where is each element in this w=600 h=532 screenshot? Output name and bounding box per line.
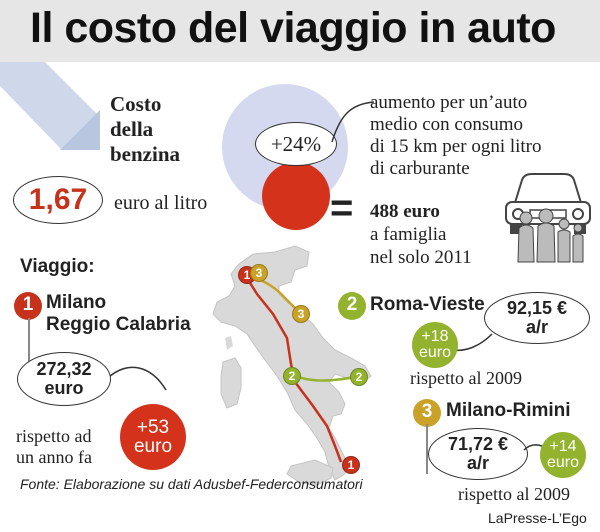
- increase-desc-line: di carburante: [370, 158, 470, 179]
- trip2-route: Roma-Vieste: [370, 294, 485, 315]
- increase-desc-line: medio con consumo: [370, 114, 524, 135]
- pin-reggio-calabria: 1: [342, 456, 360, 474]
- increase-amount-line: a famiglia: [370, 224, 447, 245]
- increase-amount-value: 488 euro: [370, 201, 440, 222]
- source-note: Fonte: Elaborazione su dati Adusbef-Fede…: [20, 476, 363, 492]
- equals-sign: =: [330, 186, 354, 230]
- trip3-compare: rispetto al 2009: [458, 484, 570, 504]
- trip3-cost-value: 71,72 €: [447, 434, 509, 454]
- increase-description: aumento per un’auto medio con consumo di…: [370, 92, 542, 180]
- trip2-cost-unit: a/r: [525, 317, 549, 337]
- trip1-cost-value: 272,32: [36, 359, 92, 379]
- fuel-heading-line: Costo: [110, 92, 162, 116]
- trip3-pin-stick: [426, 424, 428, 474]
- increase-percent: +24%: [270, 131, 322, 156]
- page-title: Il costo del viaggio in auto: [30, 4, 556, 52]
- trip2-delta-unit: euro: [418, 344, 452, 361]
- trip2-badge: 2: [338, 292, 366, 320]
- fuel-heading: Costo della benzina: [110, 92, 180, 167]
- trip1-cost-oval: 272,32 euro: [17, 352, 111, 406]
- fuel-heading-line: benzina: [110, 142, 181, 166]
- trip3-delta-bubble: +14 euro: [540, 432, 586, 478]
- italy-map: [212, 245, 372, 487]
- trip1-delta-unit: euro: [133, 436, 173, 457]
- trip3-connector: [523, 444, 543, 451]
- fuel-price-unit: euro al litro: [114, 192, 208, 214]
- trip1-to: Reggio Calabria: [46, 314, 191, 335]
- increase-oval: +24%: [255, 122, 337, 166]
- trip2-cost-oval: 92,15 € a/r: [484, 292, 590, 344]
- pin-vieste: 2: [350, 368, 368, 386]
- trip1-badge: 1: [14, 292, 42, 320]
- trip2-cost-value: 92,15 €: [506, 298, 568, 318]
- trip1-connector: [109, 366, 167, 391]
- trip1-compare-line: rispetto ad: [16, 426, 92, 446]
- trip1-delta-bubble: +53 euro: [120, 404, 186, 470]
- trip3-route: Milano-Rimini: [446, 400, 571, 421]
- trip1-cost-unit: euro: [44, 378, 84, 398]
- increase-amount: 488 euro a famiglia nel solo 2011: [370, 200, 472, 269]
- connector-line: [331, 101, 375, 143]
- increase-desc-line: aumento per un’auto: [370, 92, 528, 113]
- pin-rimini: 3: [292, 305, 310, 323]
- trip3-delta-unit: euro: [546, 454, 580, 471]
- increase-desc-line: di 15 km per ogni litro: [370, 136, 542, 157]
- increase-amount-line: nel solo 2011: [370, 247, 472, 268]
- trip1-delta-value: +53: [136, 417, 170, 438]
- trip1-from: Milano: [46, 292, 107, 313]
- trip1-compare-line: un anno fa: [16, 447, 92, 467]
- trip2-compare: rispetto al 2009: [410, 368, 522, 388]
- fuel-price-oval: 1,67: [13, 176, 103, 224]
- car-family-icon: [505, 173, 591, 263]
- arrow-decoration-icon: [0, 62, 100, 150]
- trips-heading: Viaggio:: [20, 256, 95, 277]
- trip1-route: Milano Reggio Calabria: [46, 292, 191, 336]
- title-bar: [0, 0, 600, 62]
- pin-roma: 2: [283, 367, 301, 385]
- trip2-delta-value: +18: [421, 328, 449, 345]
- pin-milano-route3: 3: [250, 264, 268, 282]
- trip3-cost-unit: a/r: [466, 453, 490, 473]
- credit-logo: LaPresse-L’Ego: [488, 510, 587, 526]
- fuel-heading-line: della: [110, 117, 154, 141]
- fuel-price-value: 1,67: [28, 183, 88, 216]
- trip3-badge: 3: [413, 399, 441, 427]
- trip3-delta-value: +14: [549, 438, 577, 455]
- increase-red-dot: [262, 162, 330, 230]
- trip1-compare: rispetto ad un anno fa: [16, 426, 92, 468]
- trip3-cost-oval: 71,72 € a/r: [428, 428, 528, 480]
- trip2-delta-bubble: +18 euro: [412, 322, 458, 368]
